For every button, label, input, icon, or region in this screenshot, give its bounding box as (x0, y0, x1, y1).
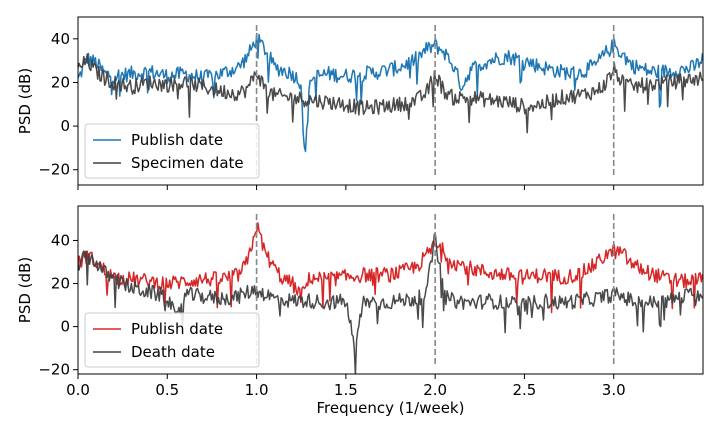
x-tick-label-3: 1.5 (334, 381, 358, 399)
x-tick-label-1: 0.5 (155, 381, 179, 399)
x-tick-label-6: 3.0 (602, 381, 626, 399)
legend: Publish date Death date (84, 312, 260, 368)
series-line-0 (78, 222, 703, 314)
legend: Publish date Specimen date (84, 123, 260, 179)
y-axis-title: PSD (dB) (16, 257, 34, 323)
top-panel: −20 0 20 40 PSD (dB) Publish date Specimen dat… (16, 16, 704, 190)
y-tick-label-1: 0 (60, 117, 70, 135)
legend-label-0: Publish date (131, 131, 223, 149)
axes-frame (77, 205, 704, 375)
y-tick-label-0: −20 (38, 361, 70, 379)
y-tick-label-2: 20 (51, 73, 70, 91)
y-axis-title: PSD (dB) (16, 68, 34, 134)
y-tick-label-3: 40 (51, 30, 70, 48)
x-tick-label-0: 0.0 (66, 381, 90, 399)
y-tick-label-3: 40 (51, 231, 70, 249)
bottom-panel: −20 0 20 40 0.0 0.5 1.0 1.5 2.0 2.5 3.0 PSD (dB) Fre… (16, 205, 704, 417)
y-tick-label-1: 0 (60, 318, 70, 336)
axes-frame (77, 16, 704, 186)
series-line-1 (78, 53, 703, 134)
x-tick-label-4: 2.0 (423, 381, 447, 399)
legend-box (84, 312, 260, 368)
legend-label-0: Publish date (131, 320, 223, 338)
x-tick-label-2: 1.0 (245, 381, 269, 399)
y-tick-label-2: 20 (51, 275, 70, 293)
x-axis-title: Frequency (1/week) (317, 399, 465, 417)
series-line-0 (78, 32, 703, 153)
y-tick-label-0: −20 (38, 161, 70, 179)
legend-box (84, 123, 260, 179)
legend-label-1: Death date (131, 343, 215, 361)
plot-area (78, 32, 703, 153)
legend-label-1: Specimen date (131, 154, 244, 172)
x-tick-label-5: 2.5 (512, 381, 536, 399)
